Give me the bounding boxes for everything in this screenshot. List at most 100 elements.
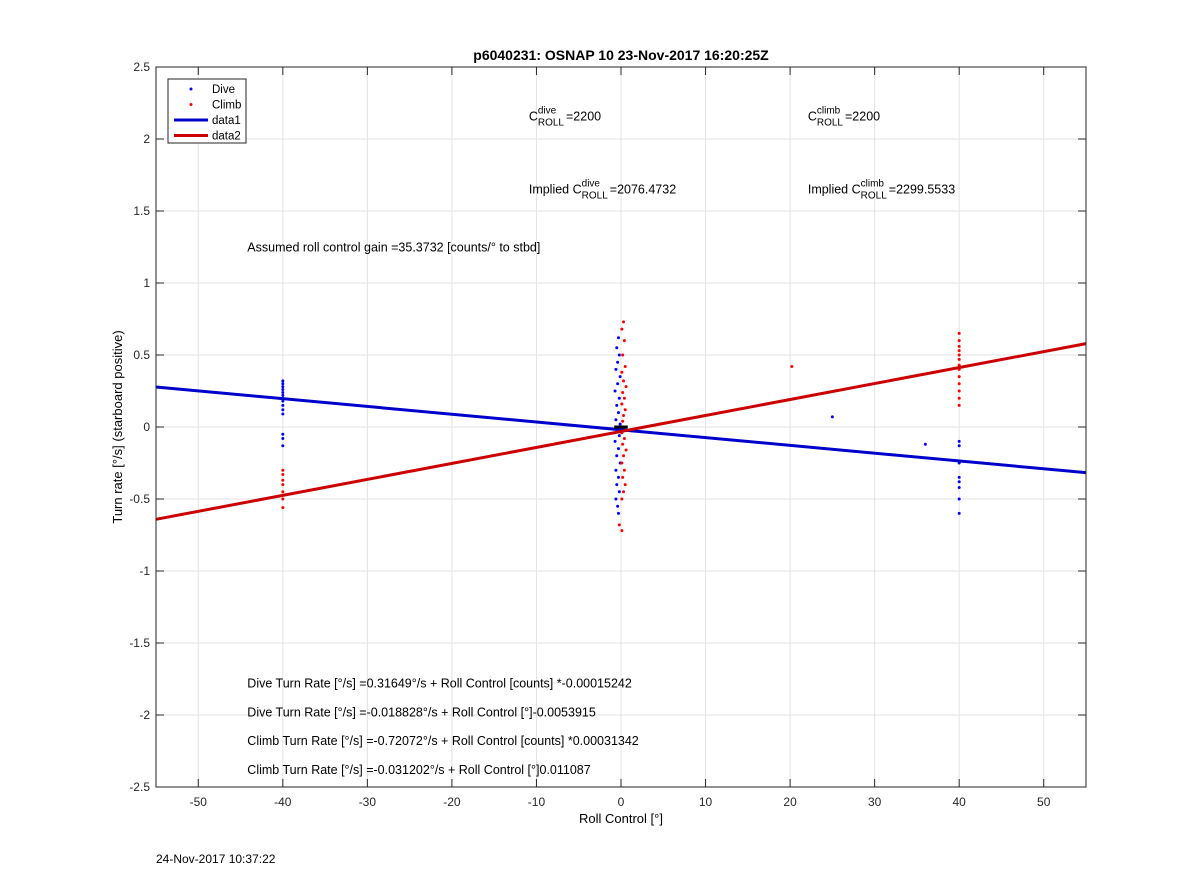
annotation-prefix: C: [529, 109, 538, 123]
data-point-climb: [622, 396, 626, 400]
data-point-climb: [620, 461, 624, 465]
y-axis-label: Turn rate [°/s] (starboard positive): [110, 330, 125, 523]
fit-line-data1: [155, 385, 1087, 475]
data-point-dive: [616, 360, 620, 364]
x-tick-label: -40: [274, 795, 292, 809]
data-point-dive: [616, 504, 620, 508]
data-point-dive: [615, 346, 619, 350]
data-point-dive: [616, 511, 620, 515]
data-point-dive: [616, 475, 620, 479]
x-tick-label: 10: [699, 795, 713, 809]
data-point-climb: [621, 390, 625, 394]
data-point-climb: [957, 396, 961, 400]
annotation-coefficient: Implied Cclimb ROLL =2299.5533: [808, 179, 955, 202]
data-point-climb: [621, 442, 625, 446]
y-tick-label: 2: [143, 132, 150, 146]
data-point-climb: [622, 490, 626, 494]
data-point-climb: [957, 363, 961, 367]
data-point-climb: [620, 529, 624, 533]
data-point-climb: [281, 506, 285, 510]
y-tick-label: 2.5: [133, 60, 150, 74]
data-point-dive: [618, 422, 622, 426]
data-point-climb: [281, 490, 285, 494]
data-point-climb: [623, 483, 627, 487]
data-point-dive: [281, 408, 285, 412]
data-point-climb: [957, 389, 961, 393]
data-point-dive: [923, 442, 927, 446]
data-point-climb: [623, 365, 627, 369]
annotation-value: =2200: [566, 109, 601, 123]
annotation-coefficient: Implied Cdive ROLL =2076.4732: [529, 179, 676, 202]
x-tick-label: -50: [190, 795, 208, 809]
annotation-superscript: dive: [538, 105, 557, 116]
data-point-climb: [622, 454, 626, 458]
x-tick-label: -20: [443, 795, 461, 809]
annotation-subscript: ROLL: [861, 191, 888, 202]
data-point-climb: [624, 448, 628, 452]
annotation-superscript: climb: [861, 179, 885, 190]
annotation-subscript: ROLL: [582, 191, 609, 202]
y-tick-label: -2.5: [129, 780, 150, 794]
annotation-text: Climb Turn Rate [°/s] =-0.72072°/s + Rol…: [247, 734, 639, 748]
data-point-dive: [613, 439, 617, 443]
data-point-dive: [281, 399, 285, 403]
legend-item-data1: data1: [174, 115, 241, 127]
data-point-climb: [621, 353, 625, 357]
data-point-dive: [617, 490, 621, 494]
data-point-climb: [622, 379, 626, 383]
y-tick-label: 1: [143, 276, 150, 290]
data-point-dive: [830, 415, 834, 419]
legend-label: Climb: [212, 100, 241, 112]
series-data1: [155, 385, 1087, 475]
data-point-climb: [957, 382, 961, 386]
fit-line-data2: [155, 342, 1087, 521]
data-point-dive: [957, 511, 961, 515]
data-point-climb: [281, 483, 285, 487]
data-point-climb: [620, 497, 624, 501]
x-tick-label: 40: [953, 795, 967, 809]
data-point-dive: [281, 379, 285, 383]
data-point-dive: [616, 447, 620, 451]
y-tick-label: -2: [139, 708, 150, 722]
data-point-climb: [957, 375, 961, 379]
data-point-climb: [624, 385, 628, 389]
data-point-climb: [622, 339, 626, 343]
data-point-dive: [614, 367, 618, 371]
annotation-text: Dive Turn Rate [°/s] =-0.018828°/s + Rol…: [247, 705, 596, 719]
annotation-value: =2200: [845, 109, 880, 123]
data-point-dive: [614, 418, 618, 422]
data-point-climb: [621, 419, 625, 423]
data-point-dive: [616, 382, 620, 386]
data-point-dive: [281, 390, 285, 394]
x-tick-label: 50: [1037, 795, 1051, 809]
data-point-dive: [617, 353, 621, 357]
data-point-climb: [623, 408, 627, 412]
legend-label: Dive: [212, 84, 235, 96]
data-point-dive: [957, 444, 961, 448]
annotation-prefix: Implied C: [529, 183, 582, 197]
annotation-superscript: climb: [817, 105, 841, 116]
data-point-dive: [957, 439, 961, 443]
legend-label: data2: [212, 131, 241, 143]
series-data2: [155, 342, 1087, 521]
footer-timestamp: 24-Nov-2017 10:37:22: [156, 852, 276, 866]
data-point-climb: [281, 497, 285, 501]
data-point-climb: [281, 478, 285, 482]
x-tick-label: 20: [783, 795, 797, 809]
data-point-climb: [621, 475, 625, 479]
data-point-climb: [620, 402, 624, 406]
data-point-dive: [613, 389, 617, 393]
y-tick-label: 0: [143, 420, 150, 434]
legend-item-data2: data2: [174, 131, 241, 143]
legend-dot-swatch: [189, 103, 193, 106]
origin-cluster-mark: [614, 425, 628, 429]
data-point-climb: [281, 473, 285, 477]
data-point-climb: [957, 353, 961, 357]
data-point-dive: [617, 396, 621, 400]
legend-dot-swatch: [189, 87, 193, 91]
annotation-value: =2076.4732: [610, 183, 676, 197]
data-point-dive: [614, 468, 618, 472]
data-point-climb: [957, 331, 961, 335]
data-point-dive: [615, 483, 619, 487]
